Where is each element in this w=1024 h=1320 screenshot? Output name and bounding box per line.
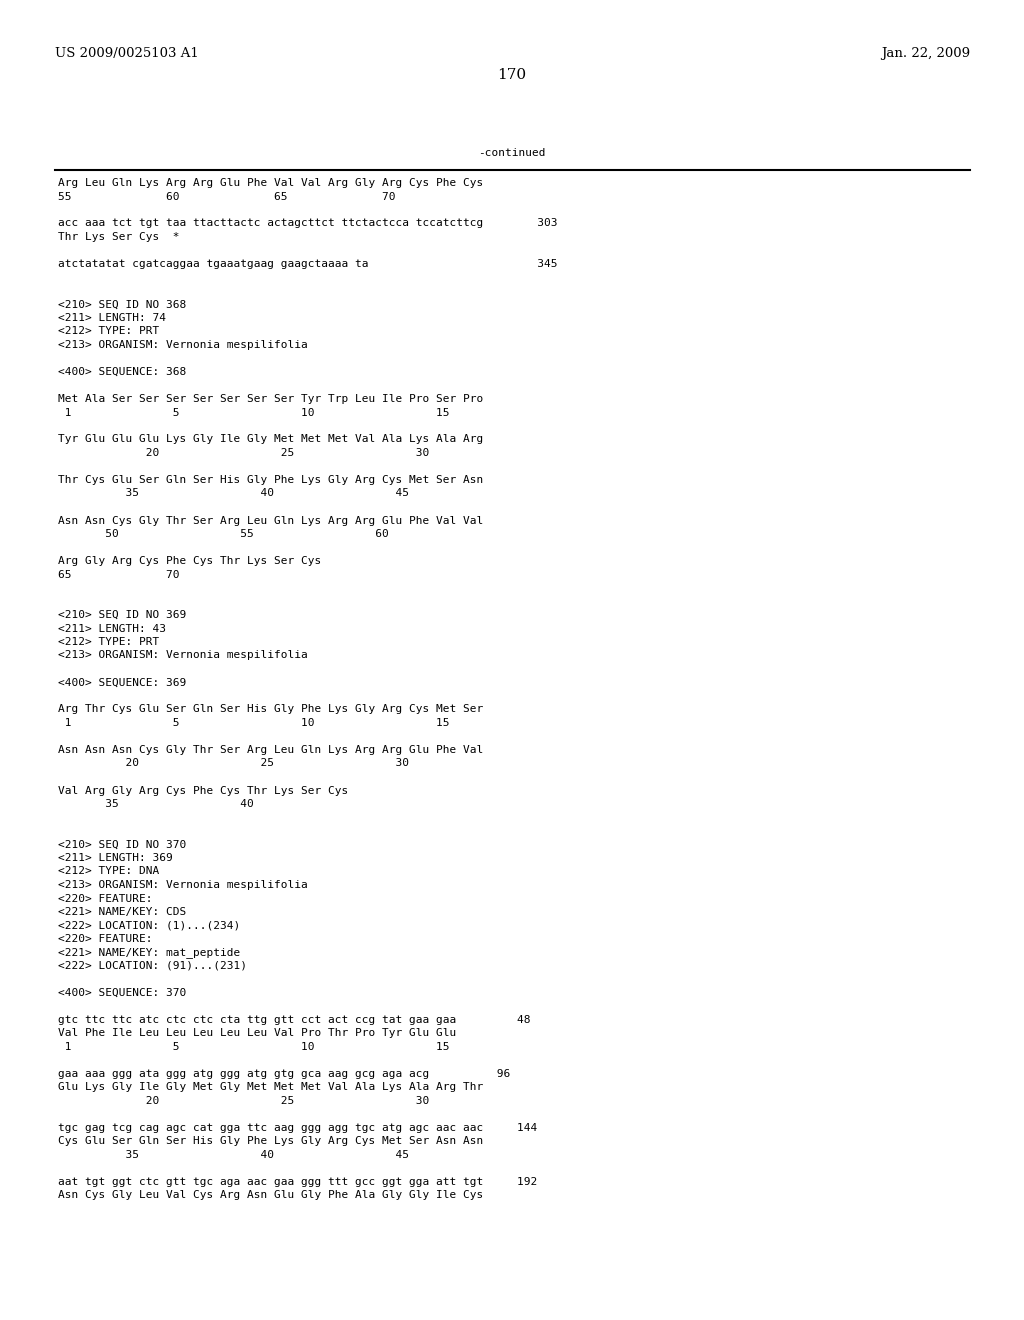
Text: gaa aaa ggg ata ggg atg ggg atg gtg gca aag gcg aga acg          96: gaa aaa ggg ata ggg atg ggg atg gtg gca … xyxy=(58,1069,510,1078)
Text: Thr Lys Ser Cys  *: Thr Lys Ser Cys * xyxy=(58,232,179,242)
Text: <400> SEQUENCE: 369: <400> SEQUENCE: 369 xyxy=(58,677,186,688)
Text: <211> LENGTH: 74: <211> LENGTH: 74 xyxy=(58,313,166,323)
Text: Thr Cys Glu Ser Gln Ser His Gly Phe Lys Gly Arg Cys Met Ser Asn: Thr Cys Glu Ser Gln Ser His Gly Phe Lys … xyxy=(58,475,483,484)
Text: <210> SEQ ID NO 369: <210> SEQ ID NO 369 xyxy=(58,610,186,620)
Text: <213> ORGANISM: Vernonia mespilifolia: <213> ORGANISM: Vernonia mespilifolia xyxy=(58,341,308,350)
Text: US 2009/0025103 A1: US 2009/0025103 A1 xyxy=(55,48,199,59)
Text: Arg Thr Cys Glu Ser Gln Ser His Gly Phe Lys Gly Arg Cys Met Ser: Arg Thr Cys Glu Ser Gln Ser His Gly Phe … xyxy=(58,705,483,714)
Text: <221> NAME/KEY: mat_peptide: <221> NAME/KEY: mat_peptide xyxy=(58,948,241,958)
Text: <212> TYPE: PRT: <212> TYPE: PRT xyxy=(58,638,160,647)
Text: <400> SEQUENCE: 368: <400> SEQUENCE: 368 xyxy=(58,367,186,378)
Text: 55              60              65              70: 55 60 65 70 xyxy=(58,191,395,202)
Text: gtc ttc ttc atc ctc ctc cta ttg gtt cct act ccg tat gaa gaa         48: gtc ttc ttc atc ctc ctc cta ttg gtt cct … xyxy=(58,1015,530,1026)
Text: -continued: -continued xyxy=(478,148,546,158)
Text: Met Ala Ser Ser Ser Ser Ser Ser Ser Tyr Trp Leu Ile Pro Ser Pro: Met Ala Ser Ser Ser Ser Ser Ser Ser Tyr … xyxy=(58,393,483,404)
Text: 20                  25                  30: 20 25 30 xyxy=(58,1096,429,1106)
Text: <212> TYPE: DNA: <212> TYPE: DNA xyxy=(58,866,160,876)
Text: <400> SEQUENCE: 370: <400> SEQUENCE: 370 xyxy=(58,987,186,998)
Text: 50                  55                  60: 50 55 60 xyxy=(58,529,389,539)
Text: <221> NAME/KEY: CDS: <221> NAME/KEY: CDS xyxy=(58,907,186,917)
Text: tgc gag tcg cag agc cat gga ttc aag ggg agg tgc atg agc aac aac     144: tgc gag tcg cag agc cat gga ttc aag ggg … xyxy=(58,1123,538,1133)
Text: 35                  40                  45: 35 40 45 xyxy=(58,1150,409,1160)
Text: <210> SEQ ID NO 368: <210> SEQ ID NO 368 xyxy=(58,300,186,309)
Text: 170: 170 xyxy=(498,69,526,82)
Text: Glu Lys Gly Ile Gly Met Gly Met Met Met Val Ala Lys Ala Arg Thr: Glu Lys Gly Ile Gly Met Gly Met Met Met … xyxy=(58,1082,483,1093)
Text: 65              70: 65 70 xyxy=(58,569,179,579)
Text: Val Arg Gly Arg Cys Phe Cys Thr Lys Ser Cys: Val Arg Gly Arg Cys Phe Cys Thr Lys Ser … xyxy=(58,785,348,796)
Text: Asn Asn Cys Gly Thr Ser Arg Leu Gln Lys Arg Arg Glu Phe Val Val: Asn Asn Cys Gly Thr Ser Arg Leu Gln Lys … xyxy=(58,516,483,525)
Text: 35                  40                  45: 35 40 45 xyxy=(58,488,409,499)
Text: Arg Gly Arg Cys Phe Cys Thr Lys Ser Cys: Arg Gly Arg Cys Phe Cys Thr Lys Ser Cys xyxy=(58,556,322,566)
Text: <213> ORGANISM: Vernonia mespilifolia: <213> ORGANISM: Vernonia mespilifolia xyxy=(58,651,308,660)
Text: 20                  25                  30: 20 25 30 xyxy=(58,759,409,768)
Text: <220> FEATURE:: <220> FEATURE: xyxy=(58,935,153,944)
Text: <222> LOCATION: (91)...(231): <222> LOCATION: (91)...(231) xyxy=(58,961,247,972)
Text: 1               5                  10                  15: 1 5 10 15 xyxy=(58,1041,450,1052)
Text: 35                  40: 35 40 xyxy=(58,799,254,809)
Text: 1               5                  10                  15: 1 5 10 15 xyxy=(58,718,450,729)
Text: <211> LENGTH: 369: <211> LENGTH: 369 xyxy=(58,853,173,863)
Text: <213> ORGANISM: Vernonia mespilifolia: <213> ORGANISM: Vernonia mespilifolia xyxy=(58,880,308,890)
Text: atctatatat cgatcaggaa tgaaatgaag gaagctaaaa ta                         345: atctatatat cgatcaggaa tgaaatgaag gaagcta… xyxy=(58,259,557,269)
Text: Arg Leu Gln Lys Arg Arg Glu Phe Val Val Arg Gly Arg Cys Phe Cys: Arg Leu Gln Lys Arg Arg Glu Phe Val Val … xyxy=(58,178,483,187)
Text: Tyr Glu Glu Glu Lys Gly Ile Gly Met Met Met Val Ala Lys Ala Arg: Tyr Glu Glu Glu Lys Gly Ile Gly Met Met … xyxy=(58,434,483,445)
Text: Cys Glu Ser Gln Ser His Gly Phe Lys Gly Arg Cys Met Ser Asn Asn: Cys Glu Ser Gln Ser His Gly Phe Lys Gly … xyxy=(58,1137,483,1147)
Text: Asn Cys Gly Leu Val Cys Arg Asn Glu Gly Phe Ala Gly Gly Ile Cys: Asn Cys Gly Leu Val Cys Arg Asn Glu Gly … xyxy=(58,1191,483,1200)
Text: acc aaa tct tgt taa ttacttactc actagcttct ttctactcca tccatcttcg        303: acc aaa tct tgt taa ttacttactc actagcttc… xyxy=(58,219,557,228)
Text: 1               5                  10                  15: 1 5 10 15 xyxy=(58,408,450,417)
Text: <220> FEATURE:: <220> FEATURE: xyxy=(58,894,153,903)
Text: aat tgt ggt ctc gtt tgc aga aac gaa ggg ttt gcc ggt gga att tgt     192: aat tgt ggt ctc gtt tgc aga aac gaa ggg … xyxy=(58,1177,538,1187)
Text: <210> SEQ ID NO 370: <210> SEQ ID NO 370 xyxy=(58,840,186,850)
Text: Val Phe Ile Leu Leu Leu Leu Leu Val Pro Thr Pro Tyr Glu Glu: Val Phe Ile Leu Leu Leu Leu Leu Val Pro … xyxy=(58,1028,457,1039)
Text: <211> LENGTH: 43: <211> LENGTH: 43 xyxy=(58,623,166,634)
Text: Jan. 22, 2009: Jan. 22, 2009 xyxy=(881,48,970,59)
Text: <222> LOCATION: (1)...(234): <222> LOCATION: (1)...(234) xyxy=(58,920,241,931)
Text: Asn Asn Asn Cys Gly Thr Ser Arg Leu Gln Lys Arg Arg Glu Phe Val: Asn Asn Asn Cys Gly Thr Ser Arg Leu Gln … xyxy=(58,744,483,755)
Text: 20                  25                  30: 20 25 30 xyxy=(58,447,429,458)
Text: <212> TYPE: PRT: <212> TYPE: PRT xyxy=(58,326,160,337)
